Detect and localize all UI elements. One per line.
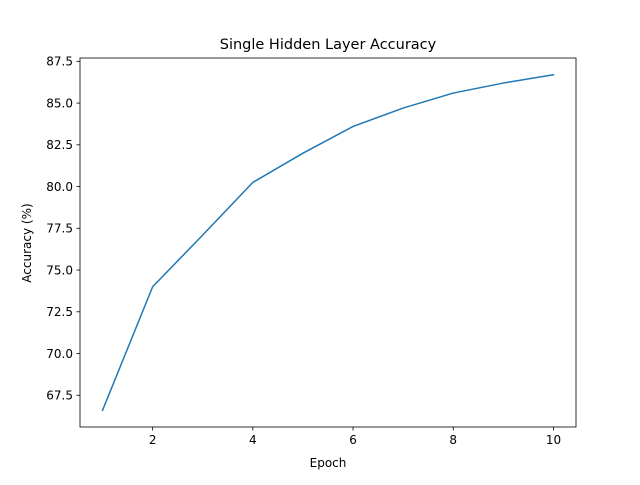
x-tick-label: 2 <box>149 433 157 447</box>
y-tick-label: 80.0 <box>46 180 73 194</box>
y-tick-label: 77.5 <box>46 222 73 236</box>
x-axis-label: Epoch <box>310 456 347 470</box>
x-tick-label: 8 <box>449 433 457 447</box>
x-tick-label: 4 <box>249 433 257 447</box>
y-tick-label: 70.0 <box>46 347 73 361</box>
chart-title: Single Hidden Layer Accuracy <box>220 37 437 53</box>
y-tick-label: 72.5 <box>46 305 73 319</box>
plot-area: 2 4 6 8 10 67.5 70.0 72.5 75.0 77.5 80.0 82.5 85.0 87… <box>46 55 577 447</box>
x-tick-label: 10 <box>546 433 561 447</box>
x-tick-label: 6 <box>349 433 357 447</box>
y-axis-label: Accuracy (%) <box>20 203 34 282</box>
axes-frame <box>79 57 577 428</box>
y-tick-label: 67.5 <box>46 389 73 403</box>
series-line-0 <box>101 73 555 412</box>
y-tick-label: 87.5 <box>46 55 73 69</box>
y-tick-label: 85.0 <box>46 96 73 110</box>
y-tick-label: 75.0 <box>46 263 73 277</box>
y-tick-label: 82.5 <box>46 138 73 152</box>
